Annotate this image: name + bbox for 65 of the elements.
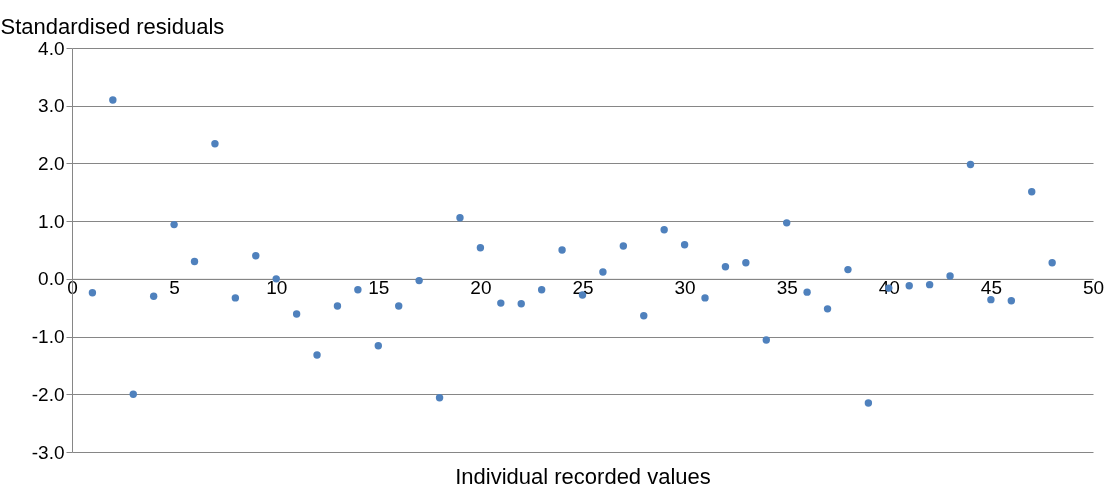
point — [88, 289, 97, 297]
point — [333, 302, 342, 310]
x-tick-label: 30 — [674, 277, 696, 299]
point — [599, 268, 607, 276]
point — [395, 302, 403, 310]
y-tick-label: 4.0 — [38, 37, 65, 59]
y-tick-label: 2.0 — [38, 152, 65, 174]
point — [252, 252, 260, 260]
x-tick-label: 0 — [67, 277, 78, 299]
point — [1048, 259, 1056, 267]
point — [844, 265, 852, 274]
x-axis-title: Individual recorded values — [455, 463, 711, 489]
point — [946, 272, 954, 280]
y-tick-label: -1.0 — [31, 326, 65, 348]
point — [211, 140, 219, 148]
x-tick-label: 10 — [266, 277, 288, 299]
y-tick-label: 3.0 — [38, 95, 65, 117]
y-tick-label: 1.0 — [38, 210, 65, 232]
x-tick-label: 35 — [776, 277, 798, 299]
point — [803, 288, 811, 296]
point — [823, 305, 832, 313]
point — [1007, 297, 1016, 305]
point — [1028, 188, 1036, 196]
point — [354, 286, 362, 294]
point — [721, 263, 730, 271]
point — [517, 299, 525, 308]
point — [231, 294, 240, 302]
point — [149, 292, 158, 300]
point — [925, 280, 934, 289]
point — [190, 257, 199, 266]
x-tick-label: 5 — [169, 277, 180, 299]
point — [456, 213, 464, 222]
point — [476, 243, 485, 252]
point — [864, 399, 873, 407]
point — [129, 390, 137, 398]
point — [292, 310, 301, 318]
point — [701, 294, 709, 302]
point — [170, 220, 178, 229]
point — [558, 246, 566, 254]
x-tick-label: 25 — [572, 277, 594, 299]
y-tick-label: 0.0 — [38, 268, 65, 290]
point — [497, 299, 505, 307]
point — [987, 295, 995, 304]
point — [966, 160, 975, 169]
point — [680, 241, 689, 249]
x-tick-label: 50 — [1082, 277, 1105, 299]
point — [660, 226, 668, 234]
point — [415, 276, 423, 285]
point — [435, 394, 444, 402]
point — [742, 259, 750, 267]
y-axis-title: Standardised residuals — [0, 13, 225, 39]
point — [905, 282, 913, 290]
point — [109, 96, 117, 104]
y-tick-label: -3.0 — [31, 441, 65, 463]
point — [782, 219, 791, 227]
point — [762, 336, 770, 344]
x-tick-label: 20 — [470, 277, 492, 299]
point — [374, 342, 383, 350]
point — [313, 351, 321, 359]
point — [537, 286, 546, 294]
point — [640, 312, 648, 320]
point — [619, 242, 628, 250]
x-tick-label: 15 — [368, 277, 390, 299]
y-tick-label: -2.0 — [31, 383, 65, 405]
x-tick-label: 45 — [980, 277, 1002, 299]
